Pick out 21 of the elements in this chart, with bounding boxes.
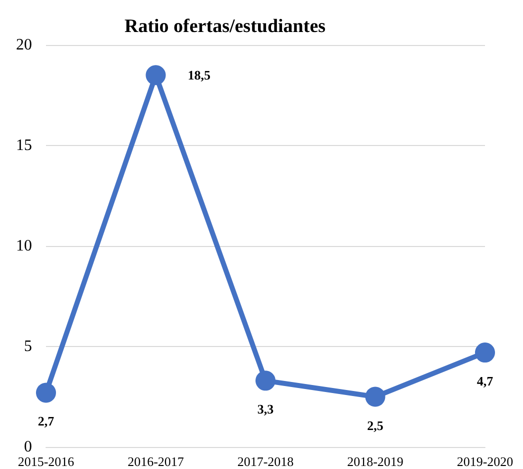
x-tick-label: 2017-2018: [237, 454, 294, 469]
point: [36, 382, 56, 403]
data-label: 4,7: [476, 374, 494, 389]
point: [365, 386, 386, 407]
y-tick-label: 15: [16, 137, 32, 154]
point: [256, 370, 276, 391]
point: [146, 65, 166, 86]
data-label: 2,5: [367, 418, 384, 433]
x-tick-label: 2015-2016: [18, 454, 75, 469]
data-label: 2,7: [38, 414, 55, 429]
y-tick-label: 5: [24, 338, 32, 355]
x-tick-label: 2016-2017: [128, 454, 184, 469]
data-label: 3,3: [257, 402, 274, 417]
y-tick-label: 20: [16, 36, 32, 54]
y-tick-label: 10: [16, 238, 32, 254]
y-tick-label: 0: [24, 438, 32, 456]
chart-title: Ratio ofertas/estudiantes: [124, 16, 326, 37]
x-tick-label: 2018-2019: [347, 454, 404, 469]
data-label: 18,5: [188, 68, 211, 83]
point: [475, 342, 495, 363]
x-tick-label: 2019-2020: [456, 454, 514, 469]
